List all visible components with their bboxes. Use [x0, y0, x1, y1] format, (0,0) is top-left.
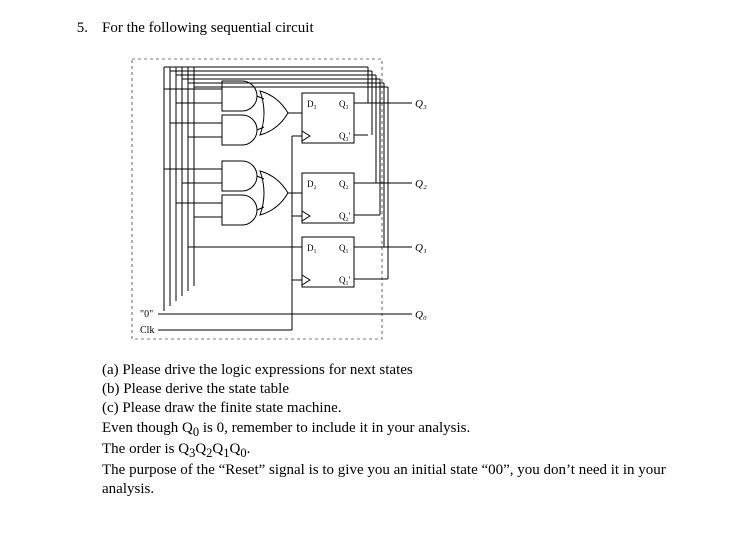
- part-b: (b) Please derive the state table: [102, 380, 669, 399]
- circuit-figure: D₃ Q₃ Q₃' Q₃ D₂ Q₂ Q₂' Q₂: [102, 51, 669, 351]
- question-prompt: For the following sequential circuit: [102, 20, 314, 37]
- svg-text:Q₁': Q₁': [339, 275, 351, 285]
- svg-text:Q₀: Q₀: [415, 309, 427, 321]
- q0-line: "0" Q₀: [140, 309, 427, 321]
- flipflop-d3: D₃ Q₃ Q₃' Q₃: [302, 93, 427, 143]
- svg-text:D₂: D₂: [307, 179, 317, 189]
- flipflop-d2: D₂ Q₂ Q₂' Q₂: [302, 173, 427, 223]
- svg-text:D₃: D₃: [307, 99, 317, 109]
- svg-text:Q₃: Q₃: [415, 98, 427, 110]
- svg-text:Q₃: Q₃: [339, 99, 349, 109]
- svg-text:Q₂: Q₂: [415, 178, 427, 190]
- note-order: The order is Q3Q2Q1Q0.: [102, 440, 669, 461]
- svg-text:Q₃': Q₃': [339, 131, 351, 141]
- part-c: (c) Please draw the finite state machine…: [102, 399, 669, 418]
- sub-questions: (a) Please drive the logic expressions f…: [102, 361, 669, 499]
- question-number: 5.: [60, 20, 88, 37]
- svg-text:"0": "0": [140, 309, 153, 320]
- note-reset: The purpose of the “Reset” signal is to …: [102, 461, 669, 499]
- and-gate-group-d3: [197, 81, 302, 145]
- svg-text:Clk: Clk: [140, 325, 154, 336]
- part-a: (a) Please drive the logic expressions f…: [102, 361, 669, 380]
- note-q0: Even though Q0 is 0, remember to include…: [102, 419, 669, 440]
- svg-text:Q₂': Q₂': [339, 211, 351, 221]
- and-gate-group-d2: [197, 161, 302, 225]
- svg-text:Q₁: Q₁: [339, 243, 349, 253]
- svg-text:Q₁: Q₁: [415, 242, 427, 254]
- svg-text:Q₂: Q₂: [339, 179, 349, 189]
- svg-text:D₁: D₁: [307, 243, 317, 253]
